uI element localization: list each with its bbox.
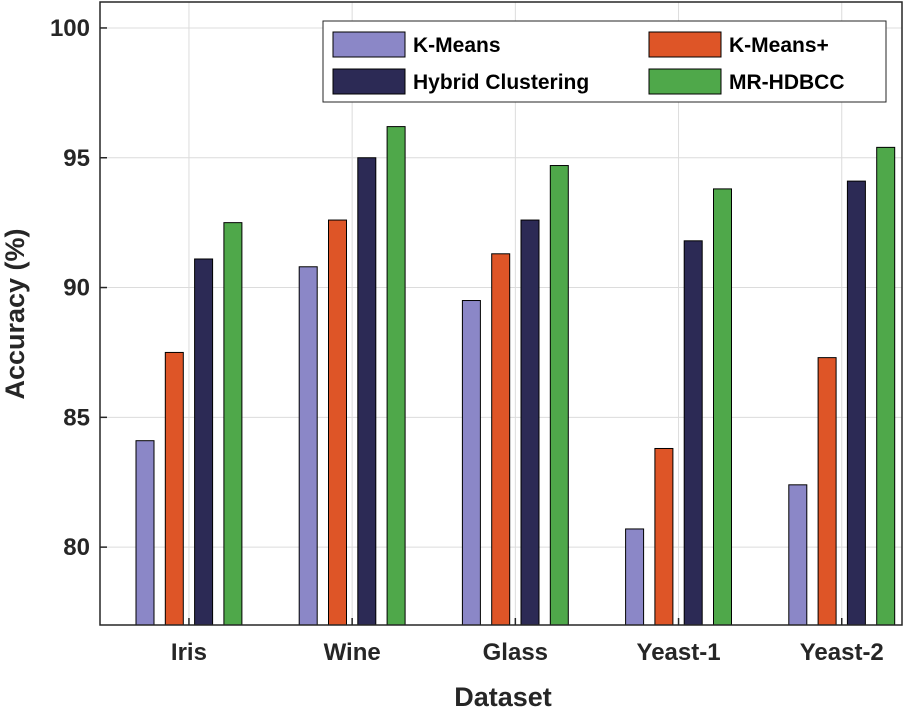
plot-frame xyxy=(99,1,903,626)
legend-box xyxy=(322,20,887,103)
bar-iris-hybrid-clustering xyxy=(194,258,214,626)
bar-iris-k-means xyxy=(164,351,184,626)
bar-wine-mr-hdbcc xyxy=(386,126,406,626)
legend-swatch-k-means xyxy=(648,31,722,58)
bar-wine-hybrid-clustering xyxy=(357,157,377,626)
bar-glass-k-means xyxy=(461,300,481,626)
y-tick-label: 80 xyxy=(63,534,90,561)
bar-yeast-2-k-means xyxy=(788,484,808,626)
bar-yeast-2-mr-hdbcc xyxy=(876,146,896,626)
x-tick-label-glass: Glass xyxy=(483,639,548,666)
legend-label-k-means: K-Means+ xyxy=(729,34,829,57)
x-tick-label-yeast-2: Yeast-2 xyxy=(800,639,884,666)
bar-glass-mr-hdbcc xyxy=(549,165,569,626)
x-tick-label-yeast-1: Yeast-1 xyxy=(637,639,721,666)
legend-swatch-k-means xyxy=(332,31,406,58)
y-tick-label: 85 xyxy=(63,404,90,431)
bar-yeast-2-hybrid-clustering xyxy=(846,180,866,626)
bar-yeast-1-k-means xyxy=(625,528,645,626)
y-tick-label: 100 xyxy=(50,15,90,42)
legend-label-k-means: K-Means xyxy=(413,34,501,57)
legend-swatch-mr-hdbcc xyxy=(648,68,722,95)
x-ticks: Iris Wine Glass Yeast-1 Yeast-2 xyxy=(171,618,884,666)
bar-yeast-1-k-means xyxy=(654,447,674,626)
bars xyxy=(135,126,896,626)
bar-glass-hybrid-clustering xyxy=(520,219,540,626)
x-axis-title: Dataset xyxy=(454,682,552,712)
legend-label-mr-hdbcc: MR-HDBCC xyxy=(729,71,844,94)
bar-yeast-1-hybrid-clustering xyxy=(683,240,703,626)
bar-iris-k-means xyxy=(135,440,155,626)
y-ticks: 80 85 90 95 100 xyxy=(50,15,107,561)
bar-wine-k-means xyxy=(328,219,347,626)
y-tick-label: 90 xyxy=(63,275,90,302)
legend-label-hybrid-clustering: Hybrid Clustering xyxy=(413,71,589,94)
legend: K-Means K-Means+ Hybrid Clustering MR-HDBCC xyxy=(322,20,887,103)
bar-glass-k-means xyxy=(491,253,511,626)
bar-wine-k-means xyxy=(298,266,318,626)
y-axis-title: Accuracy (%) xyxy=(0,228,30,399)
bar-iris-mr-hdbcc xyxy=(223,222,243,626)
bar-yeast-2-k-means xyxy=(817,357,837,626)
legend-swatch-hybrid-clustering xyxy=(332,68,406,95)
bar-yeast-1-mr-hdbcc xyxy=(713,188,732,626)
y-tick-label: 95 xyxy=(63,145,90,172)
x-tick-label-wine: Wine xyxy=(324,639,381,666)
x-tick-label-iris: Iris xyxy=(171,639,207,666)
